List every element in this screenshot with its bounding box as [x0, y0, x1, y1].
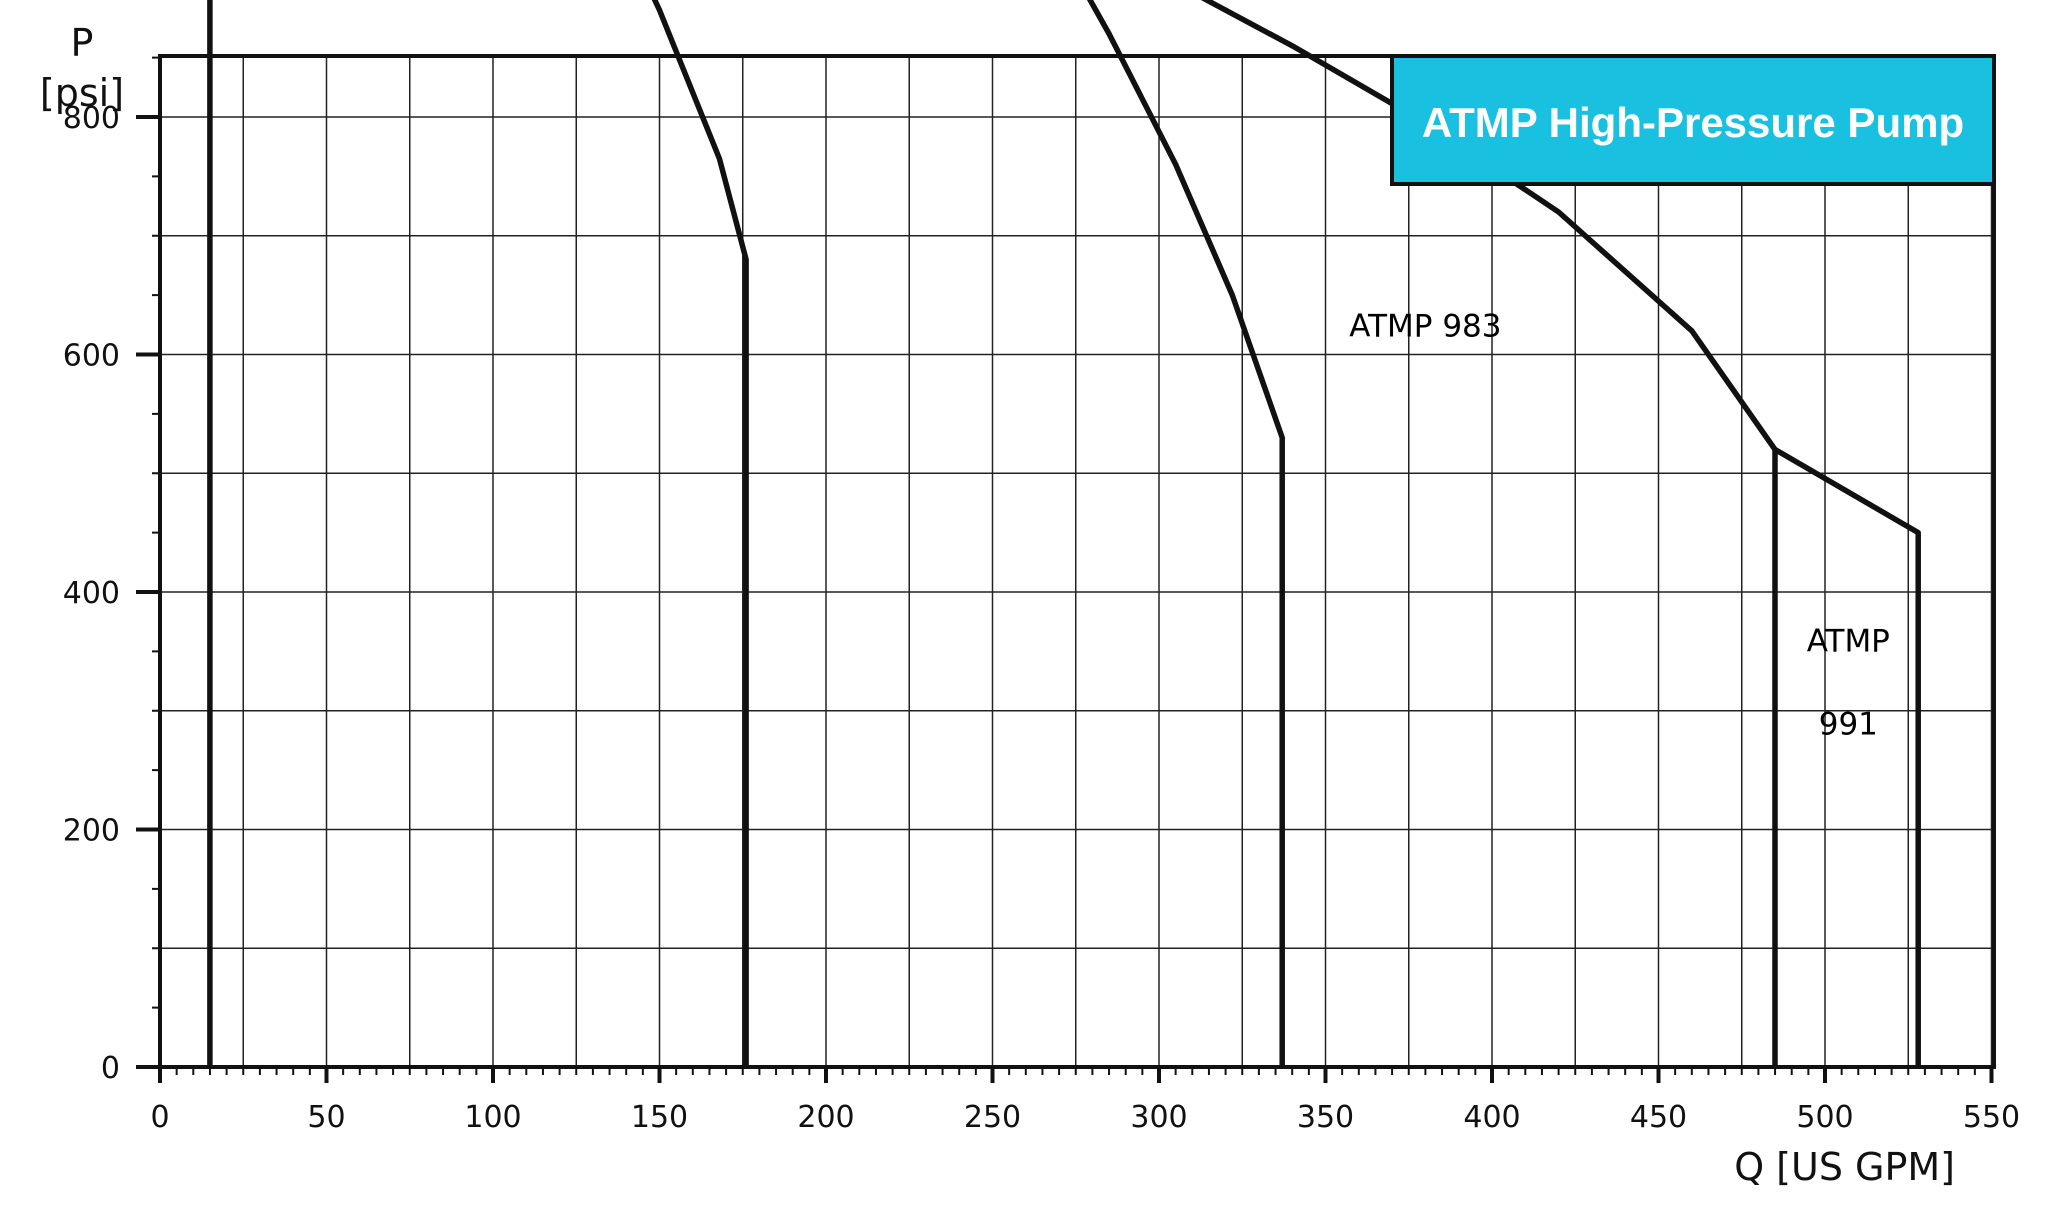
series-curve-2 [1086, 0, 1285, 1067]
x-tick-label: 0 [150, 1100, 169, 1135]
curve-label-5: 991 [1819, 707, 1878, 743]
x-axis-title: Q [US GPM] [1734, 1145, 1955, 1189]
axes [136, 54, 1996, 1083]
x-tick-label: 50 [307, 1100, 345, 1135]
x-tick-label: 400 [1463, 1100, 1520, 1135]
title-box [1390, 54, 1996, 186]
grid-lines [160, 56, 1994, 1067]
x-tick-label: 300 [1130, 1100, 1187, 1135]
y-tick-label: 0 [101, 1051, 120, 1086]
x-tick-label: 450 [1630, 1100, 1687, 1135]
x-tick-label: 350 [1297, 1100, 1354, 1135]
series-curve-4 [1773, 447, 1921, 1067]
x-tick-label: 200 [797, 1100, 854, 1135]
y-tick-label: 400 [63, 576, 120, 611]
curve-label-3: ATMP 983 [1349, 309, 1501, 345]
x-tick-label: 100 [464, 1100, 521, 1135]
y-axis-title-line1: P [71, 21, 94, 65]
x-tick-label: 250 [964, 1100, 1021, 1135]
x-tick-label: 150 [631, 1100, 688, 1135]
chart-title: ATMP High-Pressure Pump [1422, 99, 1964, 146]
curve-label-4: ATMP [1807, 623, 1890, 659]
plot-frame [158, 54, 1996, 1069]
y-tick-label: 200 [63, 814, 120, 849]
y-tick-label: 600 [63, 339, 120, 374]
x-tick-label: 500 [1796, 1100, 1853, 1135]
y-axis-title-line2: [psi] [40, 71, 124, 115]
tick-labels: 0 50 100 150 200 250 300 350 400 450 500 550 0 200 400… [63, 101, 2020, 1135]
x-tick-label: 550 [1963, 1100, 2020, 1135]
series-curve-1 [207, 0, 749, 1067]
y-tick-label: 800 [63, 101, 120, 136]
